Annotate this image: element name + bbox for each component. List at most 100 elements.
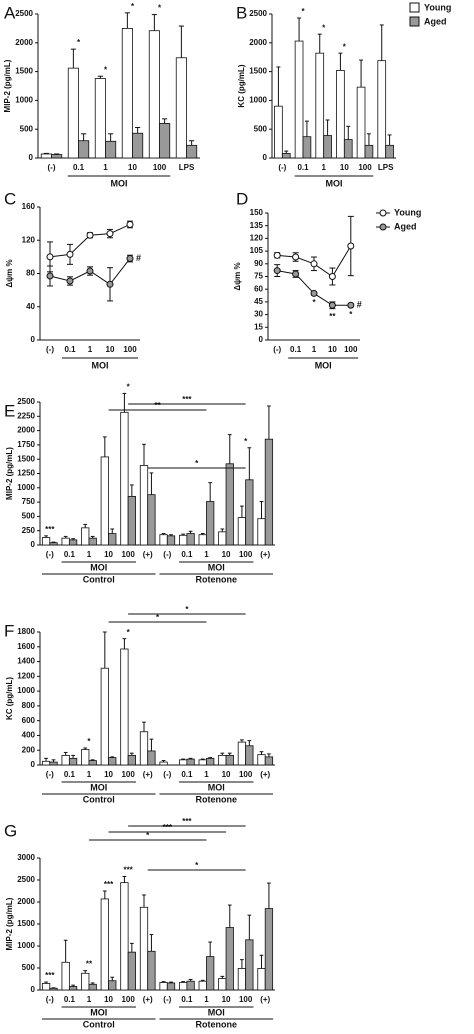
x-tick-label: 10 [222,770,231,779]
bar [88,983,97,991]
y-tick-label: 75 [254,272,263,281]
y-tick-label: 0 [31,760,36,769]
legend-marker [379,209,387,217]
line [49,224,131,258]
x-tick-label: 1 [103,163,108,172]
significance: * [349,310,353,319]
y-tick-label: 800 [22,701,36,710]
x-tick-label: 100 [358,163,372,172]
y-tick-label: 1500 [17,919,35,928]
comparison-label: * [146,831,150,840]
significance: * [127,628,131,637]
bar [198,534,207,546]
bar [108,757,117,766]
y-tick-label: 1000 [17,686,35,695]
bar [364,144,374,159]
point [347,301,355,309]
x-tick-label: 1 [87,550,92,559]
x-tick-label: 100 [239,995,253,1004]
y-tick-label: 2500 [249,9,267,18]
x-tick-label: (+) [260,995,270,1004]
bar [315,52,325,159]
bar [385,144,394,159]
bar [132,132,144,159]
bar [225,463,234,546]
bar [302,136,312,159]
y-tick-label: 1500 [15,67,33,76]
bar [40,153,52,159]
y-tick-label: 0 [259,335,264,344]
bar [147,950,156,991]
x-axis-label: MOI [315,360,332,370]
x-tick-label: 10 [328,345,337,354]
bar [206,956,215,991]
point [106,230,114,238]
bar [264,756,274,766]
bar [41,537,51,546]
y-tick-label: 500 [254,124,268,133]
bar [81,749,90,766]
y-tick-label: 80 [26,269,35,278]
group-label: Control [83,574,115,584]
legend-label: Aged [394,221,417,231]
bar [218,978,227,991]
point [126,255,134,263]
significance: * [301,7,305,16]
x-tick-label: 100 [344,345,358,354]
significance: *** [45,525,55,534]
x-tick-label: 1 [87,995,92,1004]
comparison-label: ** [154,401,161,410]
x-axis-label: MOI [111,178,128,188]
bar [94,78,106,159]
x-tick-label: 10 [222,550,231,559]
y-tick-label: 1000 [17,483,35,492]
bar [159,123,171,159]
bar [127,754,136,766]
bar [159,534,168,546]
group-sub-label: MOI [208,562,225,572]
significance: * [244,437,248,446]
y-tick-label: 1600 [17,642,35,651]
y-tick-label: 40 [26,302,35,311]
bar [198,980,207,991]
legend-marker [379,223,387,231]
y-tick-label: 0 [31,335,36,344]
y-tick-label: 1800 [17,627,35,636]
y-tick-label: 15 [254,322,263,331]
bar [88,760,97,766]
y-tick-label: 1000 [249,96,267,105]
bar [108,533,117,546]
bar [139,731,149,766]
y-axis-label: Δψm % [5,259,14,287]
x-tick-label: (+) [260,550,270,559]
significance: *** [123,866,133,875]
bar [139,906,149,991]
y-tick-label: 250 [22,526,36,535]
bar [294,40,304,159]
x-axis-label: MOI [326,178,343,188]
panel-label: F [4,621,14,640]
y-tick-label: 135 [250,221,264,230]
significance: * [158,4,162,13]
panel-label: D [236,189,248,208]
bar [139,465,149,546]
group-sub-label: MOI [90,562,107,572]
y-tick-label: 600 [22,716,36,725]
y-tick-label: 1500 [17,454,35,463]
group-label: Control [83,794,115,804]
y-tick-label: 0 [31,540,36,549]
bar [51,154,63,159]
group-sub-label: MOI [90,782,107,792]
point [106,280,114,288]
x-tick-label: (+) [143,770,153,779]
legend-swatch [409,16,420,27]
significance: * [312,298,316,307]
bar [61,754,70,766]
x-tick-label: 10 [222,995,231,1004]
bar [108,980,117,991]
y-tick-label: 2000 [249,38,267,47]
comparison-label: * [195,459,199,468]
point [273,267,281,275]
x-tick-label: 100 [121,550,135,559]
